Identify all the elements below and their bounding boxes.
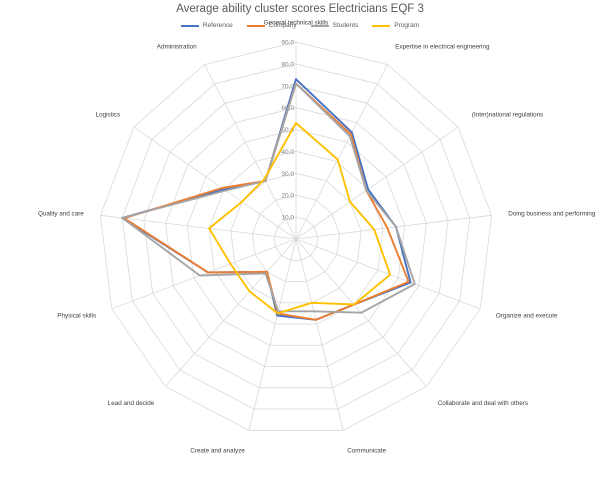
category-label-logistics: Logistics [96, 112, 121, 119]
series-line-students [121, 82, 416, 314]
axis-spoke [295, 238, 481, 310]
radial-tick-label: 70,0 [281, 83, 294, 90]
axis-spoke [100, 214, 297, 240]
axis-spoke [133, 126, 297, 240]
gridline-ring [143, 85, 449, 389]
chart-title: Average ability cluster scores Electrici… [176, 3, 424, 15]
category-label-communicate: Communicate [347, 448, 386, 455]
legend-label-program: Program [394, 22, 420, 29]
legend-swatch-program [372, 24, 391, 27]
legend-label-students: Students [332, 22, 359, 29]
radial-tick-label: 50,0 [281, 127, 294, 134]
series-line-reference [121, 78, 412, 321]
category-label-lead-and-decide: Lead and decide [108, 400, 155, 407]
radial-tick-label: 40,0 [281, 149, 294, 156]
chart-legend: Reference Company Students Program [0, 22, 600, 29]
axis-spoke [204, 64, 297, 240]
category-label-administration: Administration [157, 44, 197, 51]
axis-spoke [295, 126, 459, 240]
gridline-ring [230, 172, 362, 304]
legend-label-reference: Reference [202, 22, 233, 29]
series-line-program [208, 122, 392, 315]
category-label-quality-and-care: Quality and care [38, 211, 84, 218]
radial-tick-label: 20,0 [281, 193, 294, 200]
legend-swatch-company [246, 24, 265, 27]
category-label-create-and-analyze: Create and analyze [190, 448, 245, 455]
gridline-ring [99, 41, 493, 431]
axis-spoke [165, 238, 297, 387]
radial-tick-label: 90,0 [281, 40, 294, 47]
gridline-ring [273, 216, 319, 261]
radial-tick-label: 30,0 [281, 171, 294, 178]
category-label-collaborate-and-deal-with-others: Collaborate and deal with others [438, 400, 528, 407]
legend-item-reference: Reference [180, 22, 233, 29]
gridline-ring [252, 194, 340, 282]
gridline-ring [186, 129, 406, 346]
axis-spoke [295, 214, 492, 240]
axis-spoke [295, 238, 344, 431]
radial-tick-label: 80,0 [281, 61, 294, 68]
legend-swatch-reference [180, 24, 199, 27]
legend-item-company: Company [246, 22, 297, 29]
gridline-ring [165, 107, 427, 367]
legend-label-company: Company [268, 22, 297, 29]
gridline-ring [121, 63, 471, 410]
legend-item-program: Program [372, 22, 419, 29]
axis-spoke [295, 64, 388, 240]
category-label-organize-and-execute: Organize and execute [496, 312, 558, 319]
category-label-expertise-in-electrical-engineering: Expertise in electrical engineering [395, 44, 490, 51]
category-label-doing-business-and-performing: Doing business and performing [508, 211, 596, 218]
series-line-company [123, 82, 410, 321]
axis-spoke [248, 238, 297, 431]
legend-item-students: Students [310, 22, 359, 29]
radial-tick-label: 10,0 [281, 215, 294, 222]
category-label-physical-skills: Physical skills [57, 312, 96, 319]
category-label-inter-national-regulations: (Inter)national regulations [472, 112, 543, 119]
legend-swatch-students [310, 24, 329, 27]
category-label-general-technical-skills: General technical skills [264, 19, 328, 26]
axis-spoke [111, 238, 297, 310]
